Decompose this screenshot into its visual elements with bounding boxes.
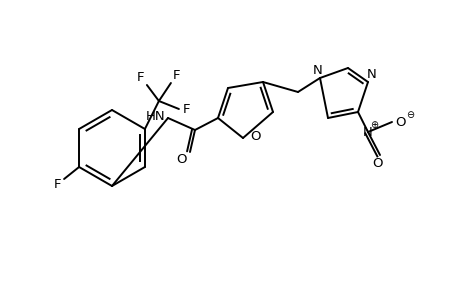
Text: O: O	[395, 116, 405, 128]
Text: ⊖: ⊖	[405, 110, 413, 120]
Text: F: F	[53, 178, 61, 190]
Text: O: O	[176, 152, 187, 166]
Text: N: N	[313, 64, 322, 76]
Text: N: N	[366, 68, 376, 80]
Text: HN: HN	[146, 110, 165, 122]
Text: F: F	[183, 103, 190, 116]
Text: F: F	[137, 70, 144, 83]
Text: O: O	[372, 157, 382, 169]
Text: N: N	[362, 125, 372, 139]
Text: F: F	[173, 68, 180, 82]
Text: ⊕: ⊕	[369, 120, 377, 130]
Text: O: O	[249, 130, 260, 142]
